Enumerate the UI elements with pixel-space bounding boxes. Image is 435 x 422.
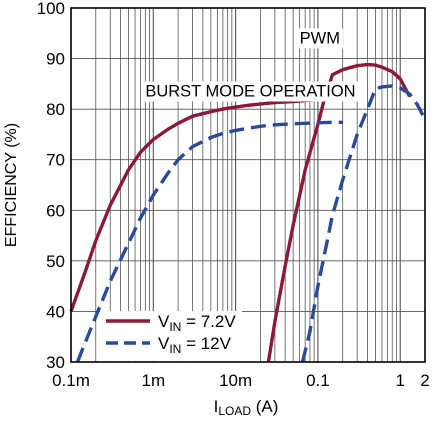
legend-label-main: V <box>158 312 170 331</box>
grid <box>70 7 426 363</box>
x-tick-label: 0.1m <box>52 371 90 390</box>
x-axis-label-sub: LOAD <box>218 404 251 418</box>
y-tick-label: 100 <box>37 0 65 18</box>
y-tick-label: 90 <box>46 50 65 69</box>
annotation-bg <box>142 81 359 102</box>
tick-labels: 30 40 50 60 70 80 90 100 0.1m 1m 10m 0.1 1 2 <box>37 0 430 390</box>
x-tick-label: 1m <box>141 371 165 390</box>
y-tick-label: 50 <box>46 252 65 271</box>
plot-frame <box>70 7 426 363</box>
x-tick-label: 0.1 <box>306 371 330 390</box>
annotation-text: BURST MODE OPERATION <box>145 83 355 101</box>
x-tick-label: 10m <box>219 371 252 390</box>
series-line-vin_7v2-pwm <box>266 62 412 363</box>
annotation-bg <box>296 28 343 49</box>
legend-label-rest: = 7.2V <box>181 312 236 331</box>
y-axis-label: EFFICIENCY (%) <box>3 123 20 247</box>
legend-label-vin_7v2: VIN = 7.2V <box>158 312 236 334</box>
y-tick-label: 70 <box>46 151 65 170</box>
x-tick-label: 2 <box>420 371 429 390</box>
y-tick-label: 80 <box>46 100 65 119</box>
legend-label-vin_12v: VIN = 12V <box>158 334 232 356</box>
series-line-vin_12v-pwm <box>300 84 427 363</box>
x-axis-label: ILOAD (A) <box>214 397 279 418</box>
y-tick-label: 40 <box>46 302 65 321</box>
series-line-vin_12v-burst <box>75 120 343 363</box>
axis-labels: EFFICIENCY (%) ILOAD (A) <box>3 123 278 418</box>
legend-label-rest: = 12V <box>181 334 231 353</box>
y-tick-label: 30 <box>46 353 65 372</box>
x-axis-label-main: I <box>214 397 219 416</box>
annotation-text: PWM <box>300 29 340 47</box>
annotations: BURST MODE OPERATION PWM <box>142 28 359 102</box>
legend-label-main: V <box>158 334 170 353</box>
y-tick-label: 60 <box>46 201 65 220</box>
legend-label-sub: IN <box>169 342 181 356</box>
x-tick-label: 1 <box>395 371 404 390</box>
x-axis-label-unit: (A) <box>251 397 278 416</box>
legend-label-sub: IN <box>169 320 181 334</box>
